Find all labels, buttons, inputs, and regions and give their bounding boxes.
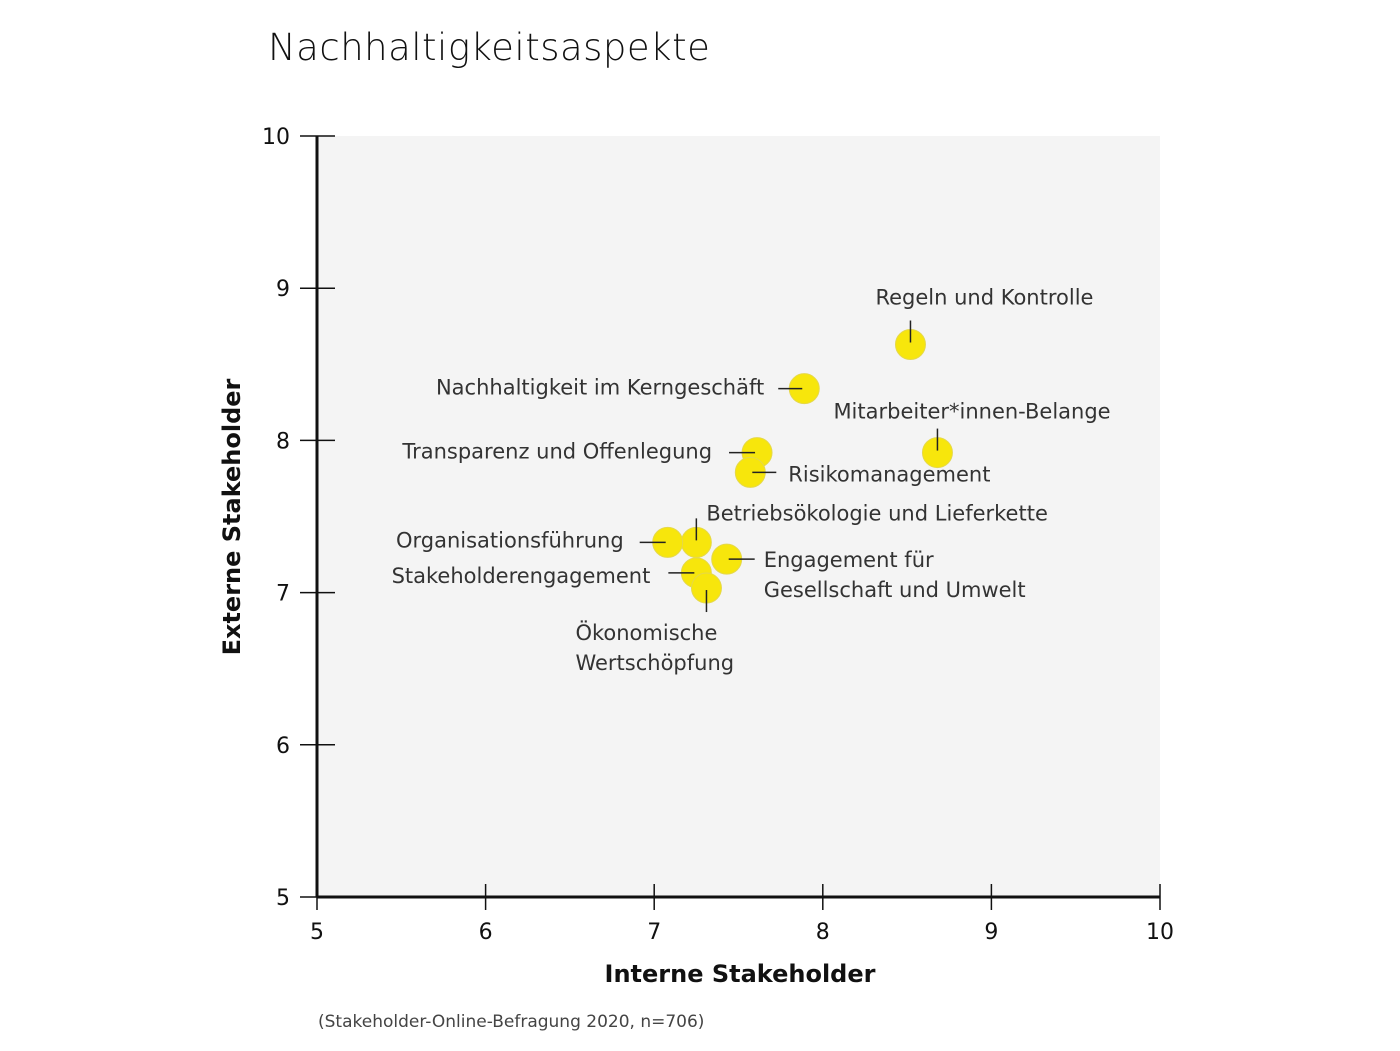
x-tick-label: 9 [984, 920, 998, 945]
data-label: Risikomanagement [788, 462, 990, 486]
y-axis-label: Externe Stakeholder [218, 378, 246, 655]
x-tick-label: 5 [310, 920, 324, 945]
data-label: Engagement für Gesellschaft und Umwelt [764, 548, 1026, 602]
y-tick-label: 5 [276, 886, 290, 911]
data-label: Nachhaltigkeit im Kerngeschäft [436, 376, 764, 400]
data-label-line: Betriebsökologie und Lieferkette [706, 501, 1048, 525]
data-label-line: Risikomanagement [788, 462, 990, 486]
data-label: Ökonomische Wertschöpfung [575, 620, 734, 675]
data-label-line: Gesellschaft und Umwelt [764, 578, 1026, 602]
x-tick-label: 7 [647, 920, 661, 945]
y-tick-label: 10 [262, 125, 290, 150]
data-label-line: Wertschöpfung [575, 651, 734, 675]
data-label: Organisationsführung [396, 528, 624, 552]
data-label-line: Organisationsführung [396, 528, 624, 552]
y-tick-label: 6 [276, 734, 290, 759]
plot-area [317, 136, 1160, 897]
data-label-line: Mitarbeiter*innen-Belange [833, 400, 1110, 424]
x-tick-label: 8 [816, 920, 830, 945]
data-label-line: Stakeholderengagement [392, 564, 651, 588]
y-tick-label: 7 [276, 582, 290, 607]
x-tick-label: 10 [1146, 920, 1174, 945]
x-tick-label: 6 [479, 920, 493, 945]
y-tick-label: 8 [276, 429, 290, 454]
data-label: Transparenz und Offenlegung [401, 440, 712, 464]
data-label-line: Ökonomische [575, 620, 717, 645]
data-label: Regeln und Kontrolle [875, 286, 1093, 310]
data-label-line: Nachhaltigkeit im Kerngeschäft [436, 376, 764, 400]
chart-title: Nachhaltigkeitsaspekte [268, 26, 711, 69]
data-label: Mitarbeiter*innen-Belange [833, 400, 1110, 424]
source-note: (Stakeholder-Online-Befragung 2020, n=70… [318, 1012, 705, 1032]
y-tick-label: 9 [276, 277, 290, 302]
data-label-line: Regeln und Kontrolle [875, 286, 1093, 310]
data-label-line: Engagement für [764, 548, 934, 572]
x-axis-label: Interne Stakeholder [605, 960, 876, 988]
data-label: Stakeholderengagement [392, 564, 651, 588]
data-label-line: Transparenz und Offenlegung [401, 440, 712, 464]
data-label: Betriebsökologie und Lieferkette [706, 501, 1048, 525]
